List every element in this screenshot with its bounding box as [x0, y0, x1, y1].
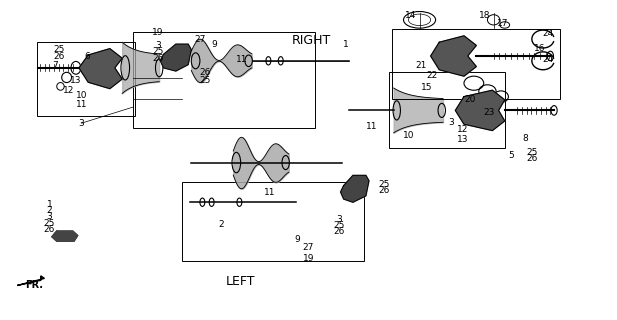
Text: 22: 22: [426, 71, 437, 80]
Text: 12: 12: [64, 86, 75, 95]
Text: 12: 12: [457, 125, 468, 134]
Text: 26: 26: [152, 54, 164, 63]
Text: FR.: FR.: [25, 280, 43, 291]
Text: 19: 19: [152, 28, 163, 36]
Bar: [133, 32, 315, 128]
Text: 18: 18: [479, 11, 490, 20]
Text: 11: 11: [366, 122, 377, 131]
Text: RIGHT: RIGHT: [292, 34, 331, 46]
Text: 26: 26: [199, 68, 210, 76]
Text: 17: 17: [497, 19, 508, 28]
Polygon shape: [79, 49, 122, 89]
Text: 1: 1: [46, 200, 52, 209]
Text: 24: 24: [542, 55, 553, 64]
Text: 25: 25: [334, 221, 345, 230]
Text: 8: 8: [523, 134, 529, 143]
Text: 25: 25: [53, 45, 64, 54]
Polygon shape: [341, 175, 369, 202]
Text: 10: 10: [403, 131, 414, 140]
Text: 11: 11: [236, 55, 247, 64]
Text: 9: 9: [212, 40, 218, 49]
Text: 25: 25: [44, 219, 55, 228]
Text: 27: 27: [195, 35, 206, 44]
Text: 26: 26: [378, 186, 389, 195]
Text: 26: 26: [334, 228, 345, 236]
Text: 3: 3: [46, 212, 52, 221]
Text: 16: 16: [534, 44, 545, 53]
Text: 5: 5: [508, 151, 514, 160]
Text: 26: 26: [44, 225, 55, 234]
Polygon shape: [431, 36, 476, 76]
Text: 7: 7: [52, 61, 59, 70]
Text: 26: 26: [526, 154, 537, 163]
Text: 6: 6: [85, 52, 91, 60]
Text: 9: 9: [294, 235, 300, 244]
Text: 13: 13: [457, 135, 468, 144]
Bar: [392, 29, 560, 99]
Polygon shape: [17, 276, 44, 285]
Text: 25: 25: [526, 148, 537, 156]
Polygon shape: [455, 90, 505, 131]
Text: 19: 19: [303, 254, 314, 263]
Text: 24: 24: [542, 29, 553, 38]
Text: 3: 3: [336, 215, 342, 224]
Text: 11: 11: [264, 188, 275, 197]
Text: 13: 13: [70, 76, 81, 85]
Text: 23: 23: [483, 108, 494, 117]
Text: 21: 21: [415, 61, 426, 70]
Text: 1: 1: [342, 40, 349, 49]
Text: LEFT: LEFT: [226, 275, 255, 288]
Text: 26: 26: [53, 52, 64, 60]
Text: 3: 3: [155, 41, 161, 50]
Text: 15: 15: [421, 83, 433, 92]
Text: 25: 25: [152, 47, 164, 56]
Bar: [389, 72, 505, 148]
Bar: [182, 182, 364, 261]
Text: 2: 2: [46, 206, 52, 215]
Text: 25: 25: [378, 180, 389, 188]
Text: 10: 10: [76, 91, 87, 100]
Polygon shape: [160, 44, 191, 71]
Text: 25: 25: [199, 76, 210, 84]
Bar: [37, 42, 135, 116]
Text: 14: 14: [405, 11, 416, 20]
Text: 27: 27: [303, 243, 314, 252]
Polygon shape: [52, 231, 78, 241]
Text: 2: 2: [218, 220, 224, 229]
Text: 11: 11: [76, 100, 87, 109]
Text: 3: 3: [449, 118, 455, 127]
Text: 20: 20: [465, 95, 476, 104]
Text: 3: 3: [78, 119, 85, 128]
